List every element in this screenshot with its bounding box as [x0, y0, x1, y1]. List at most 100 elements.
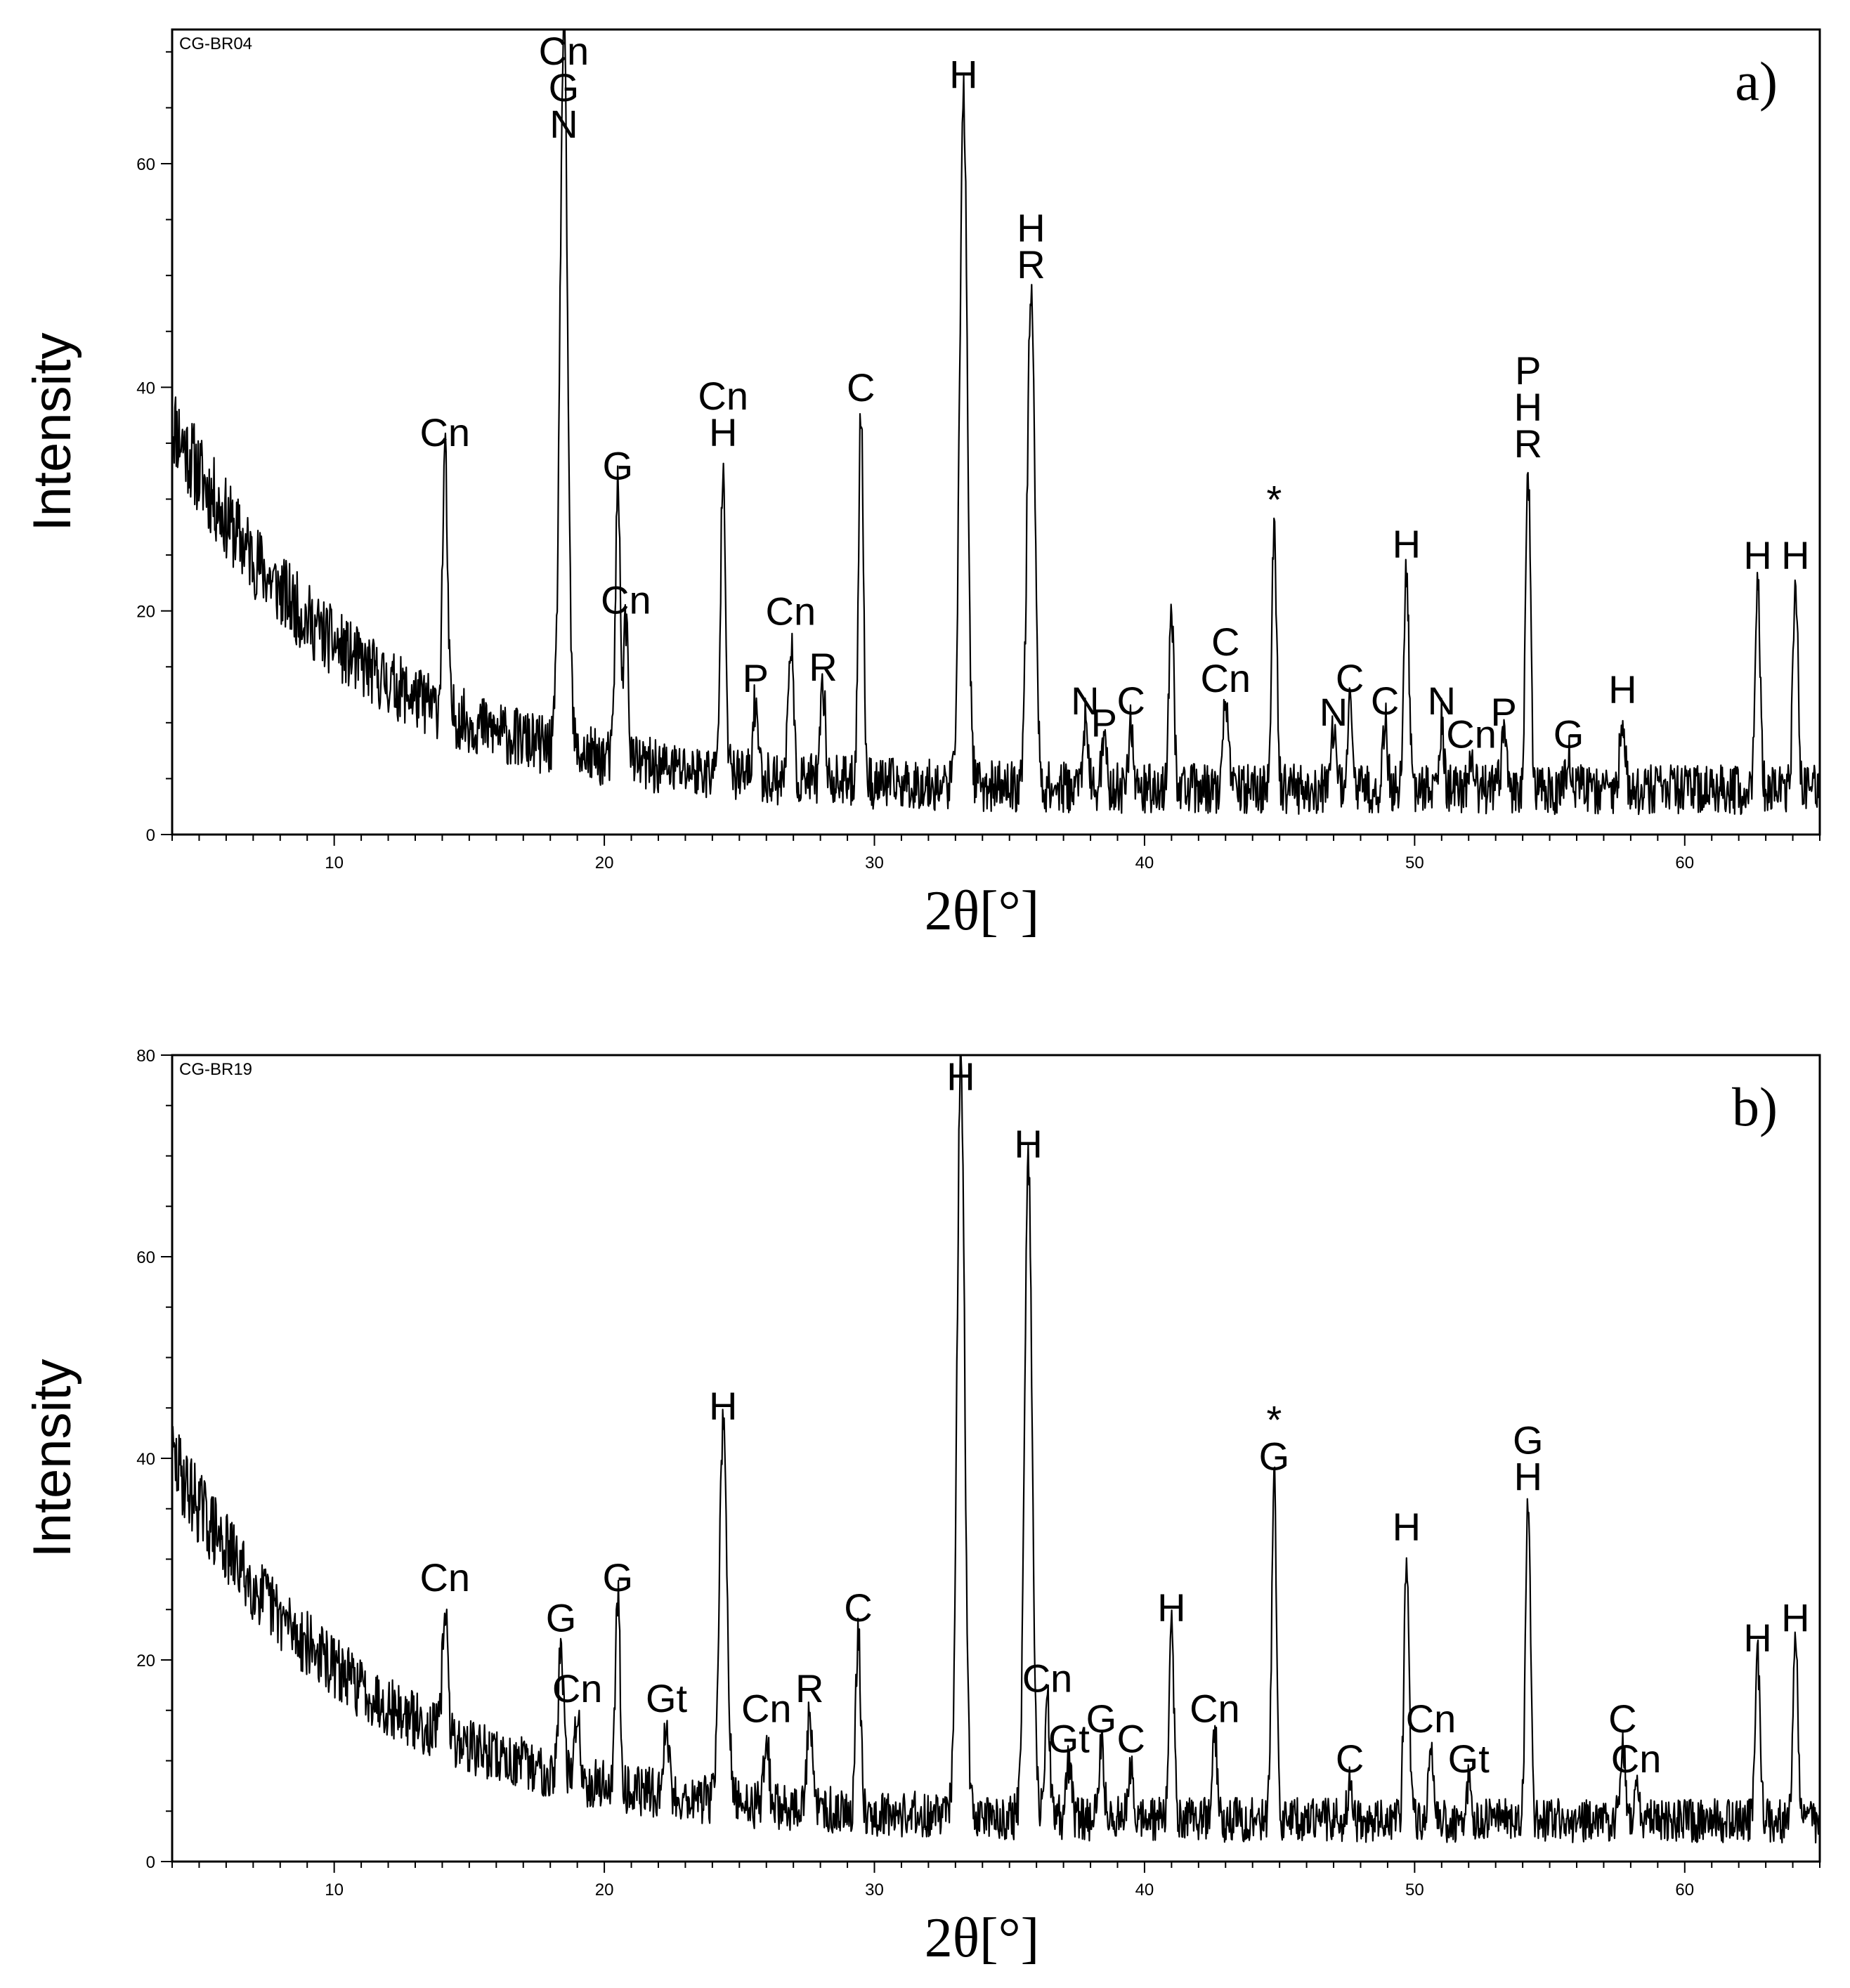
y-tick-label: 80 [136, 1047, 155, 1066]
x-tick-label: 20 [595, 854, 614, 872]
peak-phase-label: Cn [601, 578, 651, 622]
peak-phase-label: G [603, 1555, 634, 1600]
peak-phase-label: Cn [1190, 1686, 1240, 1730]
peak-phase-label: P [743, 656, 769, 700]
panel-letter: a) [1735, 51, 1778, 112]
peak-phase-label: P [1515, 348, 1541, 393]
peak-phase-label: G [1259, 1434, 1290, 1479]
panel-b-chart: CG-BR19 b) 10 20 30 40 50 60 0 20 40 60 80 Intensity 2… [22, 1047, 1821, 1969]
y-tick-label: 40 [136, 1450, 155, 1469]
peak-phase-label: H [949, 53, 977, 97]
x-tick-label: 60 [1675, 1881, 1694, 1899]
peak-phase-label: Cn [1406, 1696, 1457, 1741]
peak-phase-label: Cn [741, 1686, 792, 1730]
y-tick-label: 60 [136, 155, 155, 174]
peak-phase-label: G [1513, 1418, 1544, 1462]
peak-phase-label: G [1086, 1696, 1117, 1741]
peak-phase-label: P [1091, 701, 1117, 745]
sample-id: CG-BR19 [179, 1060, 252, 1079]
x-tick-label: 10 [325, 854, 344, 872]
y-tick-label: 40 [136, 379, 155, 398]
y-tick-label: 0 [146, 826, 155, 845]
peak-phase-label: H [1781, 533, 1809, 577]
diffraction-trace [171, 1054, 1821, 1844]
panel-letter: b) [1732, 1076, 1778, 1137]
peak-phase-label: N [549, 102, 578, 146]
x-tick-label: 50 [1405, 1881, 1424, 1899]
peak-phase-label: Cn [552, 1666, 603, 1711]
peak-phase-label: C [1336, 656, 1364, 700]
peak-phase-label: H [1393, 522, 1421, 566]
x-tick-label: 20 [595, 1881, 614, 1899]
peak-phase-label: Cn [698, 374, 748, 418]
peak-phase-label: * [1267, 1398, 1282, 1442]
peak-phase-label: * [1267, 477, 1282, 521]
peak-phase-label: Gt [1048, 1717, 1090, 1761]
panel-a-chart: CG-BR04 a) 10 20 30 40 50 60 0 20 40 60 Intensity 2θ[… [22, 28, 1821, 942]
plot-frame [171, 1054, 1821, 1863]
peak-phase-label: H [709, 1384, 737, 1428]
peak-phase-label: R [1514, 421, 1542, 466]
peak-phase-label: C [844, 1585, 872, 1630]
peak-phase-label: Gt [1448, 1737, 1490, 1781]
x-tick-label: 60 [1675, 854, 1694, 872]
peak-phase-label: C [1371, 679, 1399, 723]
peak-phase-label: N [1428, 679, 1456, 723]
peak-phase-label: R [795, 1666, 823, 1711]
peak-phase-label: H [1157, 1585, 1185, 1630]
diffraction-trace [171, 28, 1821, 816]
x-axis-title: 2θ[°] [925, 880, 1040, 942]
plot-frame [171, 28, 1821, 836]
peak-phase-label: N [1071, 679, 1099, 723]
x-tick-label: 50 [1405, 854, 1424, 872]
peak-phase-label: N [1320, 690, 1348, 734]
peak-phase-label: R [1017, 242, 1045, 287]
y-tick-label: 20 [136, 603, 155, 622]
peak-phase-label: H [1743, 1616, 1771, 1660]
y-tick-label: 60 [136, 1248, 155, 1267]
x-tick-label: 30 [865, 1881, 884, 1899]
peak-phase-label: H [1781, 1595, 1809, 1640]
peak-phase-label: H [1017, 206, 1045, 250]
peak-phase-label: G [603, 444, 634, 488]
peak-phase-label: Cn [1611, 1737, 1662, 1781]
peak-phase-label: H [1514, 1454, 1542, 1498]
peak-phase-label: R [809, 645, 837, 689]
peak-phase-label: C [1211, 620, 1239, 664]
peak-phase-label: Cn [766, 589, 816, 634]
peak-phase-label: H [1514, 385, 1542, 429]
peak-phase-label: H [946, 1054, 975, 1099]
peak-phase-label: P [1491, 690, 1517, 734]
peak-phase-label: G [546, 1595, 577, 1640]
sample-id: CG-BR04 [179, 34, 252, 53]
peak-phase-label: Cn [1022, 1656, 1073, 1700]
peak-phase-label: C [1116, 1717, 1145, 1761]
peak-phase-label: H [1608, 667, 1636, 712]
peak-phase-label: C [1336, 1737, 1364, 1781]
peak-phase-label: H [709, 410, 737, 455]
y-axis-title: Intensity [22, 332, 82, 531]
y-tick-label: 0 [146, 1853, 155, 1872]
peak-phase-label: Cn [539, 29, 589, 73]
y-tick-label: 20 [136, 1652, 155, 1670]
x-axis-title: 2θ[°] [925, 1907, 1040, 1969]
peak-phase-label: Gt [646, 1676, 688, 1720]
x-tick-label: 10 [325, 1881, 344, 1899]
peak-phase-label: H [1743, 533, 1771, 577]
y-axis-title: Intensity [22, 1359, 82, 1557]
peak-phase-label: Cn [1200, 656, 1251, 700]
peak-phase-label: C [1116, 679, 1145, 723]
peak-phase-label: C [847, 365, 875, 410]
peak-phase-label: Cn [419, 1555, 470, 1600]
peak-phase-label: H [1014, 1122, 1042, 1166]
x-tick-label: 30 [865, 854, 884, 872]
x-tick-label: 40 [1135, 854, 1154, 872]
peak-phase-label: H [1393, 1505, 1421, 1549]
peak-phase-label: Cn [1446, 712, 1497, 757]
x-tick-label: 40 [1135, 1881, 1154, 1899]
peak-phase-label: G [549, 65, 580, 110]
peak-phase-label: C [1608, 1696, 1636, 1741]
peak-phase-label: G [1553, 712, 1584, 757]
peak-phase-label: Cn [419, 410, 470, 455]
